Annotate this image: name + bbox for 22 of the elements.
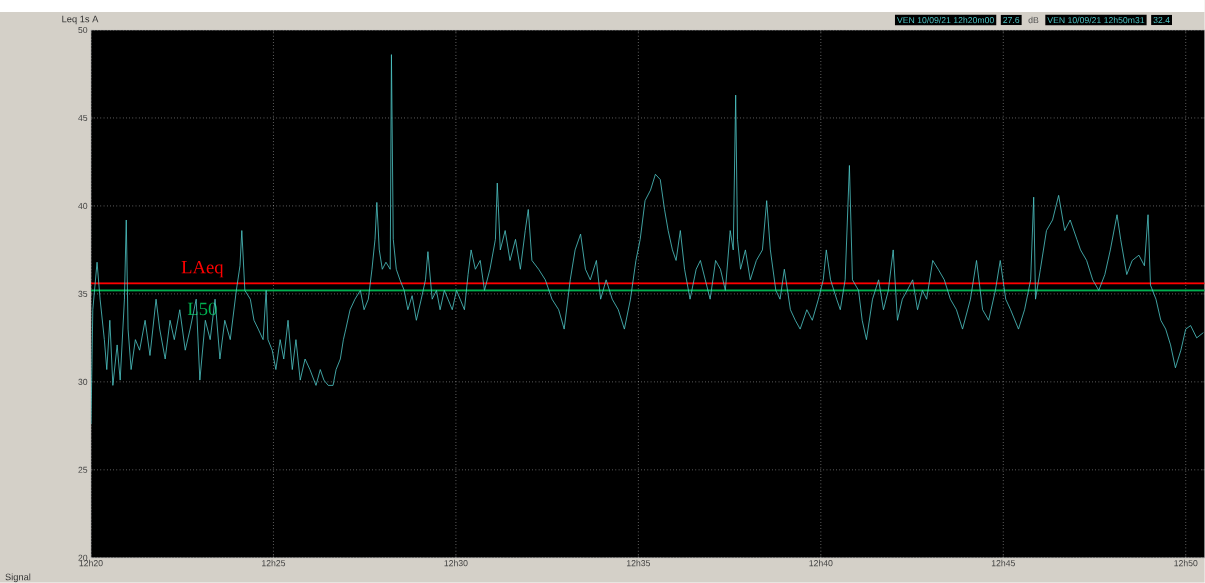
y-tick-label: 45	[78, 115, 88, 122]
text: 32.4	[1153, 17, 1170, 24]
x-tick-label: 12h35	[626, 559, 651, 567]
y-tick-label: 50	[78, 27, 88, 34]
y-tick-label: 30	[78, 378, 88, 386]
text: 27.6	[1003, 17, 1020, 24]
x-tick-label: 12h25	[262, 559, 286, 567]
text: VEN 10/09/21 12h50m31	[1047, 16, 1145, 24]
x-tick-label: 12h50	[1174, 559, 1198, 567]
x-tick-label: 12h20	[79, 559, 103, 567]
x-tick-label: 12h40	[809, 559, 833, 567]
text: Signal	[5, 573, 31, 583]
y-tick-label: 20	[78, 554, 88, 561]
y-tick-label: 25	[78, 466, 88, 473]
x-tick-label: 12h45	[991, 559, 1015, 567]
chart-title: Leq 1s A	[62, 15, 99, 25]
text: dB	[1028, 16, 1039, 24]
y-tick-label: 40	[78, 202, 88, 210]
x-tick-label: 12h30	[444, 559, 468, 567]
text: VEN 10/09/21 12h20m00	[897, 16, 994, 24]
y-tick-label: 35	[78, 290, 88, 298]
ref-line-label: LAeq	[181, 261, 224, 278]
